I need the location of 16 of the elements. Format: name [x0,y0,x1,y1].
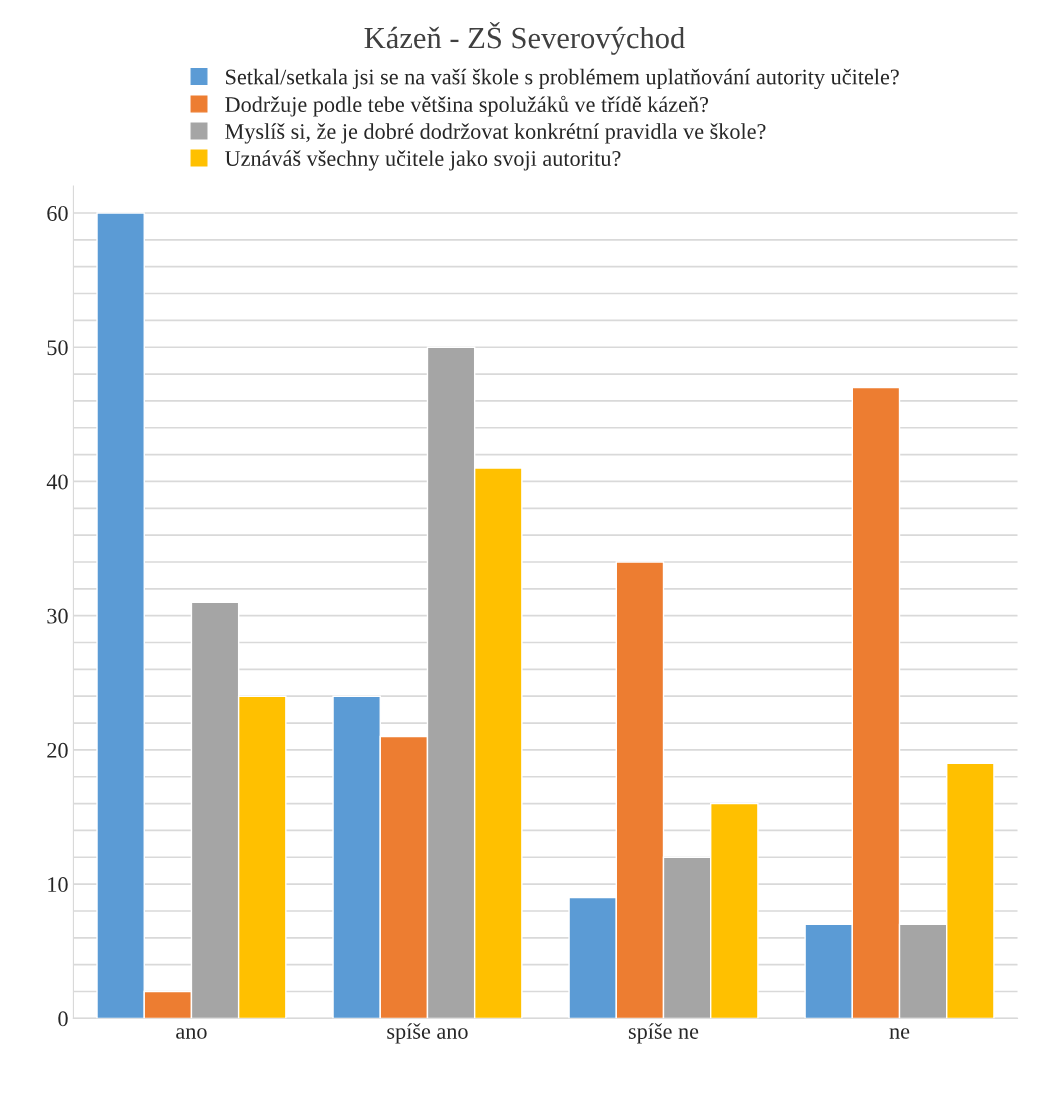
y-tick-label: 50 [47,340,68,356]
x-tick-label: ne [889,1028,910,1039]
legend-label: Uznáváš všechny učitele jako svoji autoritu? [225,150,621,171]
x-tick-label: spíše ne [628,1023,699,1044]
y-tick-label: 20 [47,742,68,758]
y-tick-label: 0 [58,1011,68,1027]
y-tick-label: 30 [47,608,68,624]
chart-title: Kázeň - ZŠ Severovýchod [364,21,685,55]
x-tick-label: spíše ano [387,1023,468,1044]
legend-label: Myslíš si, že je dobré dodržovat konkrétní pravidla ve škole? [225,123,766,144]
legend-label: Dodržuje podle tebe většina spolužáků ve třídě kázeň? [225,95,709,117]
y-tick-label: 60 [47,205,68,221]
y-tick-label: 40 [46,474,68,490]
legend-label: Setkal/setkala jsi se na vaší škole s problémem uplatňování autority učitele? [226,68,899,90]
y-tick-label: 10 [48,877,68,893]
x-tick-label: ano [176,1028,207,1039]
